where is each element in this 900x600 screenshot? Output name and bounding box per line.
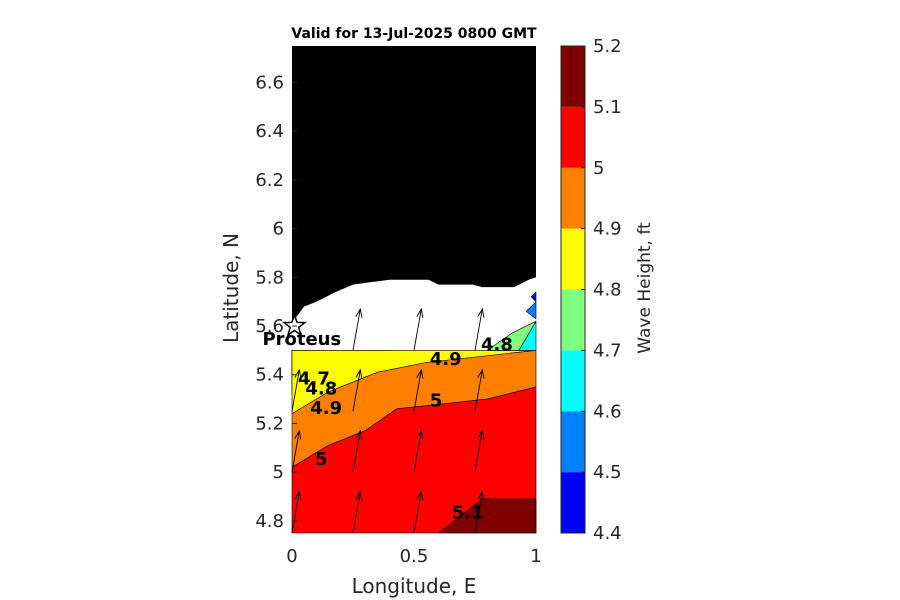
colorbar-tick-label-1: 4.5 bbox=[593, 462, 622, 483]
wave-arrow-1 bbox=[352, 490, 363, 534]
wave-arrow-0 bbox=[291, 490, 302, 534]
landmass bbox=[292, 46, 536, 322]
y-tick-label-3: 5.4 bbox=[255, 365, 284, 386]
colorbar-tick-label-8: 5.2 bbox=[593, 36, 622, 57]
colorbar-swatch-2 bbox=[561, 350, 585, 412]
contour-label-6: 5 bbox=[315, 449, 328, 470]
contour-band-7 bbox=[438, 498, 537, 534]
contour-label-1: 4.9 bbox=[430, 349, 462, 370]
colorbar-swatch-4 bbox=[561, 228, 585, 290]
contour-label-4: 4.9 bbox=[310, 398, 342, 419]
y-tick-label-1: 5 bbox=[273, 462, 284, 483]
chart-title: Valid for 13-Jul-2025 0800 GMT bbox=[291, 26, 537, 42]
y-tick-label-6: 6 bbox=[273, 219, 284, 240]
colorbar-swatch-1 bbox=[561, 411, 585, 473]
y-tick-label-9: 6.6 bbox=[255, 73, 284, 94]
contour-band-9 bbox=[525, 301, 537, 320]
x-tick-label-2: 1 bbox=[530, 546, 541, 567]
wave-arrow-6 bbox=[413, 429, 424, 473]
site-star-marker bbox=[281, 312, 308, 337]
map-plot-area: 4.84.94.74.84.9 555.1 Proteus bbox=[262, 46, 537, 534]
wave-arrow-2 bbox=[413, 490, 424, 534]
colorbar: 4.4 4.5 4.6 4.7 4.8 4.9 5 5.1 5.2 bbox=[560, 36, 622, 544]
colorbar-tick-label-3: 4.7 bbox=[593, 340, 622, 361]
y-tick-label-7: 6.2 bbox=[255, 170, 284, 191]
colorbar-swatch-6 bbox=[561, 106, 585, 168]
colorbar-tick-label-2: 4.6 bbox=[593, 401, 622, 422]
y-tick-label-2: 5.2 bbox=[255, 413, 284, 434]
wave-arrow-11 bbox=[474, 368, 485, 412]
contour-label-3: 4.8 bbox=[305, 378, 337, 399]
colorbar-tick-label-0: 4.4 bbox=[593, 523, 622, 544]
contour-label-7: 5.1 bbox=[452, 503, 484, 524]
wave-arrow-10 bbox=[413, 368, 424, 412]
y-axis-ticks: 4.8 5 5.2 5.4 5.6 5.8 6 6.2 6.4 6.6 bbox=[255, 73, 297, 532]
colorbar-swatch-0 bbox=[561, 472, 585, 533]
contour-label-0: 4.8 bbox=[481, 335, 513, 356]
y-tick-label-5: 5.8 bbox=[255, 267, 284, 288]
y-tick-label-0: 4.8 bbox=[255, 511, 284, 532]
colorbar-tick-label-6: 5 bbox=[593, 158, 604, 179]
colorbar-tick-label-4: 4.8 bbox=[593, 280, 622, 301]
x-tick-label-0: 0 bbox=[286, 546, 297, 567]
contour-labels: 4.84.94.74.84.9 555.1 bbox=[298, 335, 513, 524]
x-axis-label: Longitude, E bbox=[352, 574, 477, 598]
contour-band-10 bbox=[530, 291, 537, 303]
colorbar-swatch-7 bbox=[561, 46, 585, 107]
y-tick-label-8: 6.4 bbox=[255, 121, 284, 142]
colorbar-swatch-5 bbox=[561, 167, 585, 229]
wave-arrow-14 bbox=[474, 307, 485, 351]
wave-direction-arrows bbox=[291, 307, 485, 534]
y-tick-label-4: 5.6 bbox=[255, 316, 284, 337]
wave-arrow-5 bbox=[352, 429, 363, 473]
site-label: Proteus bbox=[262, 329, 341, 350]
wave-arrow-4 bbox=[291, 429, 302, 473]
wave-arrow-12 bbox=[352, 307, 363, 351]
wave-arrow-13 bbox=[413, 307, 424, 351]
contour-label-5: 5 bbox=[430, 391, 443, 412]
y-axis-label: Latitude, N bbox=[219, 233, 243, 343]
colorbar-tick-label-7: 5.1 bbox=[593, 97, 622, 118]
wave-arrow-7 bbox=[474, 429, 485, 473]
wave-arrow-9 bbox=[352, 368, 363, 412]
x-tick-label-1: 0.5 bbox=[400, 546, 429, 567]
colorbar-swatch-3 bbox=[561, 289, 585, 351]
contour-label-2: 4.7 bbox=[298, 369, 330, 390]
colorbar-label: Wave Height, ft bbox=[635, 222, 655, 354]
colorbar-tick-label-5: 4.9 bbox=[593, 219, 622, 240]
wave-arrow-3 bbox=[474, 490, 485, 534]
contour-band-11 bbox=[486, 320, 537, 351]
wave-height-bands bbox=[291, 291, 537, 534]
x-axis-ticks: 0 0.5 1 bbox=[286, 528, 542, 567]
